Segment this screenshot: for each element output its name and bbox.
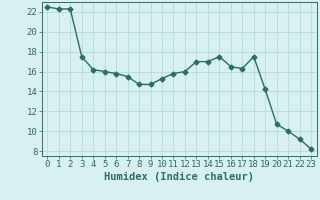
X-axis label: Humidex (Indice chaleur): Humidex (Indice chaleur): [104, 172, 254, 182]
